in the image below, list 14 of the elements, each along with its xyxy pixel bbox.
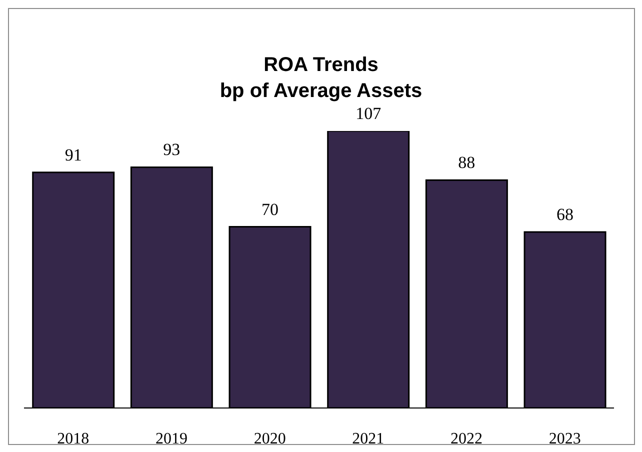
x-tick-label: 2021 [352,430,384,448]
x-tick-label: 2022 [450,430,482,448]
data-label: 91 [64,145,82,164]
chart-subtitle: bp of Average Assets [218,79,424,104]
data-label: 107 [356,104,382,123]
data-label: 88 [458,153,476,172]
x-tick-label: 2023 [548,430,581,448]
x-tick-label: 2020 [254,430,286,448]
x-tick-label: 2018 [57,430,90,448]
chart-title: ROA Trends [262,53,380,78]
x-tick-label: 2019 [156,430,188,448]
data-label: 70 [262,200,279,219]
data-label: 93 [163,140,180,160]
data-label: 68 [556,204,574,224]
